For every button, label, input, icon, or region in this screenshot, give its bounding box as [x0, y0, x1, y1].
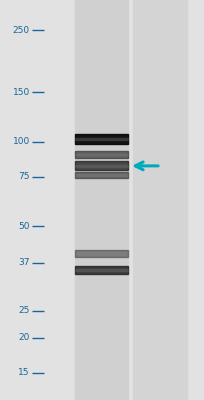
Bar [75, 134, 127, 144]
Bar [75, 165, 127, 167]
Bar [75, 172, 127, 178]
Bar [75, 161, 127, 170]
Bar [75, 250, 127, 257]
Bar [133, 0, 186, 400]
Bar [75, 266, 127, 274]
Text: 25: 25 [18, 306, 30, 315]
Bar [75, 151, 127, 158]
Bar [75, 154, 127, 155]
Bar [74, 0, 128, 400]
Bar [75, 174, 127, 176]
Bar [75, 138, 127, 140]
Text: 37: 37 [18, 258, 30, 267]
Text: 75: 75 [18, 172, 30, 181]
Text: 15: 15 [18, 368, 30, 377]
Bar [75, 268, 127, 270]
Text: 100: 100 [12, 137, 30, 146]
Text: 150: 150 [12, 88, 30, 97]
Text: 50: 50 [18, 222, 30, 231]
Text: 20: 20 [18, 333, 30, 342]
Bar [75, 252, 127, 254]
Text: 250: 250 [12, 26, 30, 34]
